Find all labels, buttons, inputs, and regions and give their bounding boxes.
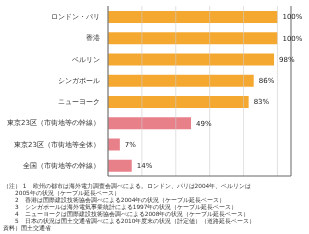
svg-text:7%: 7%	[125, 141, 136, 149]
svg-text:香港: 香港	[86, 34, 100, 42]
svg-text:全国（市街地等の幹線）: 全国（市街地等の幹線）	[23, 162, 100, 170]
svg-text:86%: 86%	[259, 77, 275, 85]
html-text:資料）国土交通省: 資料）国土交通省	[3, 225, 51, 231]
svg-text:ベルリン: ベルリン	[72, 56, 100, 64]
svg-text:シンガポール: シンガポール	[58, 77, 100, 85]
svg-text:49%: 49%	[196, 120, 212, 128]
svg-text:83%: 83%	[254, 98, 270, 106]
html-text:（注） 1 欧州の都市は海外電力調査会調べによる。ロンドン、: （注） 1 欧州の都市は海外電力調査会調べによる。ロンドン、パリは2004年、ベ…	[3, 183, 252, 189]
html-text:4 ニューヨークは国際建設技術協会調べによる2008年の状況: 4 ニューヨークは国際建設技術協会調べによる2008年の状況（ケーブル延長ベース…	[3, 211, 250, 217]
svg-text:東京23区（市街地等全体）: 東京23区（市街地等全体）	[14, 141, 100, 149]
svg-text:14%: 14%	[137, 162, 153, 170]
svg-text:ロンドン・パリ: ロンドン・パリ	[51, 13, 100, 21]
html-text:3 シンガポールは海外電気事業統計による1997年の状況（ケ: 3 シンガポールは海外電気事業統計による1997年の状況（ケーブル延長ベース）	[3, 204, 238, 210]
svg-text:100%: 100%	[282, 13, 301, 21]
svg-text:100%: 100%	[282, 35, 301, 43]
svg-text:東京23区（市街地等の幹線）: 東京23区（市街地等の幹線）	[8, 119, 100, 127]
html-text:2 香港は国際建設技術協会調べによる2004年の状況（ケーブ: 2 香港は国際建設技術協会調べによる2004年の状況（ケーブル延長ベース）	[3, 197, 226, 203]
svg-text:ニューヨーク: ニューヨーク	[58, 98, 100, 106]
svg-text:98%: 98%	[279, 56, 295, 64]
html-text:5 日本の状況は国土交通省調べによる2010年度末の状況（計: 5 日本の状況は国土交通省調べによる2010年度末の状況（計定値）（道路延長ベー…	[3, 218, 256, 224]
html-text:2005年の状況（ケーブル延長ベース）: 2005年の状況（ケーブル延長ベース）	[3, 190, 120, 196]
